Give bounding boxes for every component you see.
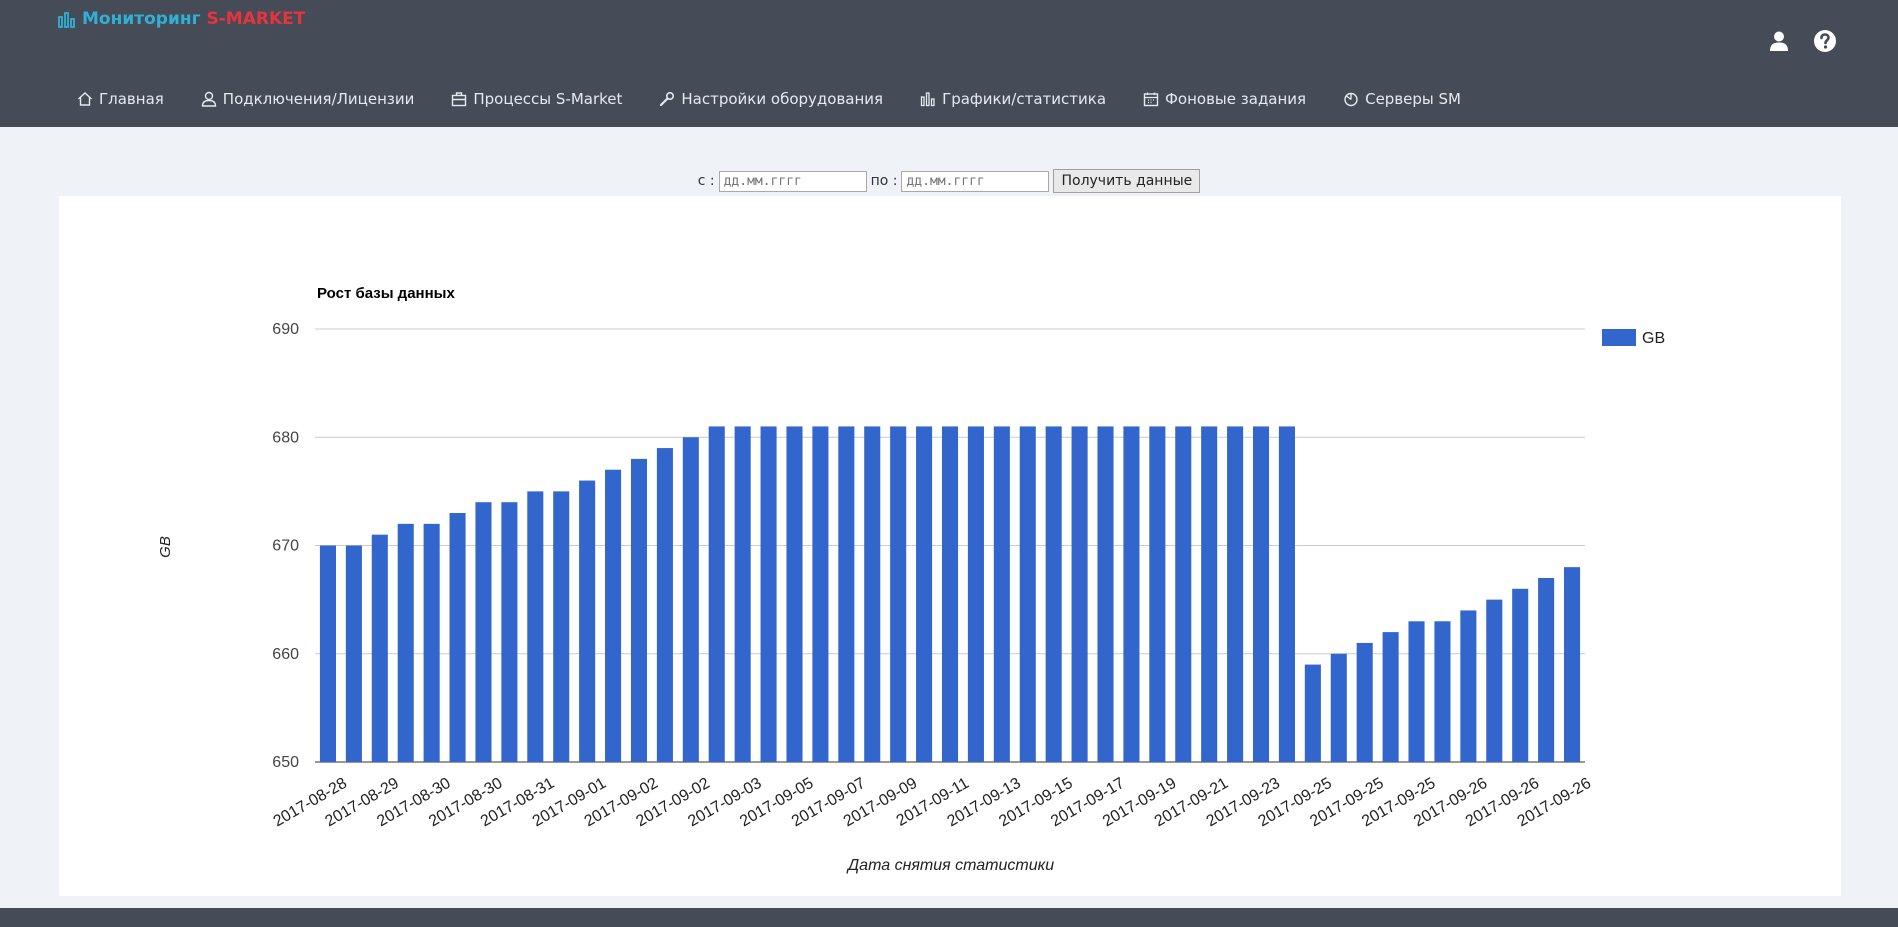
chart-bar[interactable] [1460, 610, 1477, 762]
chart-bar[interactable] [1538, 577, 1555, 762]
bar-chart-icon [920, 92, 935, 107]
chart-title: Рост базы данных [317, 285, 455, 302]
nav-item-label: Графики/статистика [942, 90, 1107, 108]
y-tick-label: 660 [272, 646, 299, 663]
home-icon [78, 92, 92, 106]
bar-chart-icon [58, 11, 75, 28]
wrench-icon [660, 91, 675, 107]
chart-panel: Рост базы данных GB Дата снятия статисти… [59, 196, 1841, 896]
main-nav: Главная Подключения/Лицензии Процессы S-… [77, 90, 1461, 108]
chart-bar[interactable] [786, 426, 803, 762]
chart-bar[interactable] [1564, 567, 1581, 762]
chart-bar[interactable] [838, 426, 855, 762]
chart-bar[interactable] [319, 545, 336, 763]
nav-item-hardware-settings[interactable]: Настройки оборудования [659, 90, 883, 108]
chart-bar[interactable] [1512, 588, 1529, 762]
chart-bar[interactable] [345, 545, 362, 763]
chart-bar[interactable] [449, 513, 466, 762]
chart-bar[interactable] [1149, 426, 1166, 762]
help-icon[interactable] [1812, 28, 1838, 54]
legend-label: GB [1642, 330, 1665, 347]
chart-bar[interactable] [734, 426, 751, 762]
nav-item-label: Настройки оборудования [681, 90, 884, 108]
chart-bar[interactable] [1252, 426, 1270, 762]
nav-item-background-jobs[interactable]: Фоновые задания [1143, 90, 1306, 108]
chart-bar[interactable] [1330, 653, 1347, 762]
chart-bar[interactable] [708, 426, 725, 762]
nav-item-label: Серверы SM [1365, 90, 1461, 108]
to-label: по : [870, 173, 898, 189]
get-data-button[interactable]: Получить данные [1053, 169, 1201, 193]
briefcase-icon [452, 92, 467, 107]
y-axis-label: GB [157, 536, 174, 558]
chart-bar[interactable] [1045, 426, 1062, 762]
chart-bar[interactable] [864, 426, 881, 762]
pie-chart-icon [1344, 92, 1358, 107]
to-date-input[interactable] [901, 170, 1050, 192]
chart-bar[interactable] [1097, 426, 1114, 762]
y-tick-label: 670 [272, 538, 299, 555]
nav-item-charts[interactable]: Графики/статистика [920, 90, 1106, 108]
chart-bar[interactable] [371, 534, 388, 762]
chart-bar[interactable] [760, 426, 777, 762]
nav-item-label: Фоновые задания [1165, 90, 1307, 108]
page-footer [0, 908, 1898, 927]
from-label: с : [697, 173, 715, 189]
chart-bar[interactable] [630, 458, 648, 762]
chart-bar[interactable] [1175, 426, 1192, 762]
chart-bar[interactable] [605, 469, 622, 762]
chart-bar[interactable] [397, 523, 414, 762]
chart-bar[interactable] [656, 448, 673, 762]
y-tick-label: 690 [272, 321, 299, 338]
chart-bar[interactable] [1356, 642, 1373, 762]
nav-item-label: Процессы S-Market [473, 90, 623, 108]
chart-bar[interactable] [993, 426, 1010, 762]
top-header: Мониторинг S-MARKET Главная Подключения/… [0, 0, 1898, 127]
chart-bar[interactable] [916, 426, 933, 762]
chart-bar[interactable] [1382, 632, 1399, 762]
chart-bar[interactable] [1408, 621, 1425, 762]
chart-bar[interactable] [1304, 664, 1321, 762]
nav-item-connections[interactable]: Подключения/Лицензии [201, 90, 415, 108]
chart-bar[interactable] [1278, 426, 1295, 762]
brand-name: Мониторинг [82, 9, 201, 29]
chart-bar[interactable] [812, 426, 829, 762]
chart-bar[interactable] [501, 502, 518, 762]
y-tick-label: 650 [272, 754, 299, 771]
nav-item-home[interactable]: Главная [77, 90, 164, 108]
legend-swatch [1602, 329, 1636, 346]
x-axis-label: Дата снятия статистики [846, 857, 1054, 874]
chart-bar[interactable] [1201, 426, 1218, 762]
nav-item-servers[interactable]: Серверы SM [1343, 90, 1461, 108]
chart-bar[interactable] [1123, 426, 1140, 762]
date-filter: с : по : Получить данные [0, 169, 1898, 193]
from-date-input[interactable] [718, 170, 867, 192]
chart-bar[interactable] [475, 502, 492, 762]
brand-logo[interactable]: Мониторинг S-MARKET [58, 9, 305, 29]
chart-bar[interactable] [423, 523, 440, 762]
chart-bar[interactable] [527, 491, 544, 762]
chart-bar[interactable] [553, 491, 570, 762]
chart-bar[interactable] [1227, 426, 1244, 762]
nav-item-processes[interactable]: Процессы S-Market [451, 90, 622, 108]
chart-bar[interactable] [682, 437, 699, 762]
nav-item-label: Подключения/Лицензии [222, 90, 415, 108]
y-tick-label: 680 [272, 429, 299, 446]
chart-legend: GB [1602, 329, 1665, 347]
chart-bar[interactable] [1486, 599, 1503, 762]
user-outline-icon [201, 91, 216, 107]
chart-bar[interactable] [941, 426, 959, 762]
chart-bar[interactable] [967, 426, 984, 762]
chart-bar[interactable] [890, 426, 907, 762]
chart-bar[interactable] [1434, 621, 1451, 762]
brand-product: S-MARKET [206, 9, 306, 29]
chart-bar[interactable] [579, 480, 596, 762]
calendar-icon [1143, 92, 1159, 107]
chart-bar[interactable] [1019, 426, 1036, 762]
nav-item-label: Главная [99, 90, 164, 108]
user-icon[interactable] [1766, 28, 1792, 54]
chart-bar[interactable] [1071, 426, 1088, 762]
db-growth-chart: Рост базы данных GB Дата снятия статисти… [157, 285, 1665, 874]
